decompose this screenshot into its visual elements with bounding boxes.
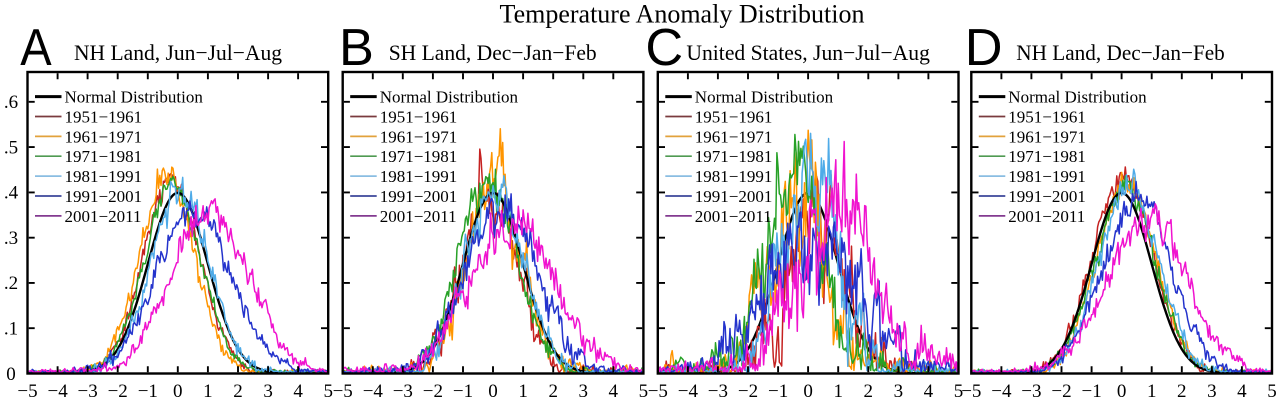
svg-text:−5: −5 [17,381,37,402]
svg-text:1971−1981: 1971−1981 [380,147,458,166]
svg-text:2: 2 [864,381,874,402]
svg-text:1991−2001: 1991−2001 [65,187,143,206]
svg-text:1971−1981: 1971−1981 [65,147,143,166]
svg-text:5: 5 [954,381,964,402]
svg-text:−1: −1 [138,381,158,402]
svg-text:1: 1 [203,381,213,402]
svg-text:2: 2 [233,381,243,402]
svg-text:1971−1981: 1971−1981 [695,147,773,166]
svg-text:0: 0 [173,381,183,402]
svg-text:4: 4 [293,381,303,402]
svg-text:.5: .5 [4,137,18,158]
svg-text:1961−1971: 1961−1971 [695,127,773,146]
svg-text:2001−2011: 2001−2011 [380,207,457,226]
svg-text:D: D [965,19,1003,77]
svg-text:B: B [339,19,374,77]
svg-text:0: 0 [803,381,813,402]
svg-text:0: 0 [488,381,498,402]
svg-text:2001−2011: 2001−2011 [1008,207,1085,226]
svg-text:1: 1 [1147,381,1157,402]
svg-text:−5: −5 [333,381,353,402]
svg-text:−2: −2 [423,381,443,402]
svg-text:SH Land, Dec−Jan−Feb: SH Land, Dec−Jan−Feb [389,40,597,65]
svg-text:−4: −4 [678,381,699,402]
svg-text:−3: −3 [708,381,728,402]
svg-text:1961−1971: 1961−1971 [1008,127,1086,146]
svg-text:1961−1971: 1961−1971 [380,127,458,146]
svg-text:United States, Jun−Jul−Aug: United States, Jun−Jul−Aug [686,40,930,65]
svg-text:−1: −1 [453,381,473,402]
svg-text:.1: .1 [4,319,18,340]
svg-text:NH Land, Dec−Jan−Feb: NH Land, Dec−Jan−Feb [1016,40,1225,65]
svg-text:−4: −4 [991,381,1012,402]
svg-text:1991−2001: 1991−2001 [1008,187,1086,206]
svg-text:5: 5 [639,381,649,402]
svg-text:−2: −2 [1051,381,1071,402]
svg-text:−5: −5 [648,381,668,402]
svg-text:Temperature Anomaly Distributi: Temperature Anomaly Distribution [500,0,865,29]
svg-text:−1: −1 [1081,381,1101,402]
svg-text:1991−2001: 1991−2001 [695,187,773,206]
svg-text:5: 5 [1267,381,1277,402]
svg-text:3: 3 [894,381,904,402]
svg-text:.3: .3 [4,228,18,249]
svg-text:Normal Distribution: Normal Distribution [695,88,834,107]
svg-text:5: 5 [323,381,333,402]
svg-text:.2: .2 [4,273,18,294]
svg-text:0: 0 [6,364,16,385]
svg-text:2001−2011: 2001−2011 [695,207,772,226]
svg-text:−2: −2 [108,381,128,402]
svg-text:2001−2011: 2001−2011 [65,207,142,226]
svg-text:1971−1981: 1971−1981 [1008,147,1086,166]
svg-text:1951−1961: 1951−1961 [65,108,143,127]
svg-text:Normal Distribution: Normal Distribution [1008,88,1147,107]
svg-text:−5: −5 [961,381,981,402]
svg-text:−2: −2 [738,381,758,402]
svg-text:NH Land, Jun−Jul−Aug: NH Land, Jun−Jul−Aug [74,40,282,65]
svg-text:Normal Distribution: Normal Distribution [65,88,204,107]
svg-text:−4: −4 [363,381,384,402]
svg-text:1951−1961: 1951−1961 [1008,108,1086,127]
svg-text:3: 3 [263,381,273,402]
svg-text:4: 4 [924,381,934,402]
svg-text:4: 4 [609,381,619,402]
svg-text:−4: −4 [47,381,68,402]
svg-text:.4: .4 [4,183,19,204]
svg-text:1981−1991: 1981−1991 [380,167,458,186]
svg-text:A: A [20,19,51,77]
svg-text:1: 1 [518,381,528,402]
svg-text:C: C [645,19,683,77]
svg-text:1981−1991: 1981−1991 [65,167,143,186]
svg-text:1: 1 [833,381,843,402]
svg-text:3: 3 [1207,381,1217,402]
svg-text:−1: −1 [768,381,788,402]
svg-text:2: 2 [1177,381,1187,402]
svg-text:−3: −3 [77,381,97,402]
svg-text:1981−1991: 1981−1991 [695,167,773,186]
svg-text:.6: .6 [4,92,18,113]
svg-text:2: 2 [548,381,558,402]
svg-text:1981−1991: 1981−1991 [1008,167,1086,186]
svg-text:1951−1961: 1951−1961 [380,108,458,127]
svg-text:1991−2001: 1991−2001 [380,187,458,206]
svg-text:4: 4 [1237,381,1247,402]
svg-text:0: 0 [1117,381,1127,402]
svg-text:1961−1971: 1961−1971 [65,127,143,146]
svg-text:−3: −3 [1021,381,1041,402]
svg-text:−3: −3 [393,381,413,402]
svg-text:1951−1961: 1951−1961 [695,108,773,127]
svg-text:3: 3 [579,381,589,402]
svg-text:Normal Distribution: Normal Distribution [380,88,519,107]
